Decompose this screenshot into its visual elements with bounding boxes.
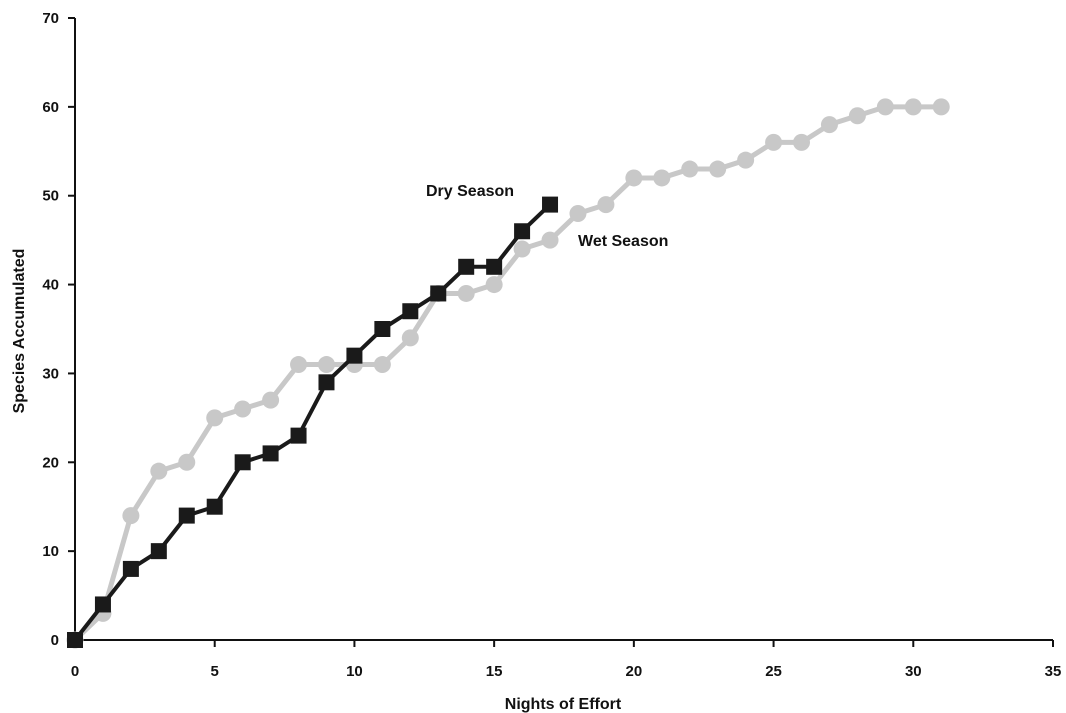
x-axis-ticks: 0 5 10 15 20 25 30 35 [71, 640, 1062, 680]
dry-season-label: Dry Season [426, 183, 514, 200]
series-layer [66, 98, 950, 649]
dry-season-point [206, 498, 223, 515]
y-tick-label: 0 [51, 632, 59, 649]
wet-season-point [457, 284, 475, 302]
dry-season-point [318, 374, 335, 391]
wet-season-point [206, 409, 224, 427]
wet-season-point [262, 391, 280, 409]
wet-season-point [122, 507, 140, 525]
y-axis-ticks: 0 10 20 30 40 50 60 70 [42, 10, 75, 649]
wet-season-point [317, 356, 335, 374]
wet-season-label: Wet Season [578, 233, 668, 250]
wet-season-point [793, 133, 811, 151]
dry-season-series [67, 196, 559, 648]
x-tick-label: 10 [346, 663, 363, 680]
wet-season-point [876, 98, 894, 116]
wet-season-point [625, 169, 643, 187]
wet-season-point [904, 98, 922, 116]
wet-season-point [681, 160, 699, 178]
dry-season-point [150, 543, 167, 560]
dry-season-point [402, 303, 419, 320]
dry-season-point [94, 596, 111, 613]
dry-season-point [67, 632, 83, 648]
y-axis-title: Species Accumulated [11, 249, 28, 414]
dry-season-line [73, 203, 552, 642]
y-tick-label: 60 [42, 99, 59, 116]
wet-season-point [234, 400, 252, 418]
wet-season-point [401, 329, 419, 347]
wet-season-series [66, 98, 950, 649]
wet-season-point [848, 107, 866, 125]
wet-season-point [709, 160, 727, 178]
wet-season-point [820, 116, 838, 134]
dry-season-point [290, 427, 307, 444]
dry-season-point [122, 560, 139, 577]
dry-season-point [514, 223, 531, 240]
dry-season-point [374, 321, 391, 337]
wet-season-point [765, 133, 783, 151]
y-tick-label: 50 [42, 188, 59, 205]
axes [74, 18, 1053, 641]
wet-season-point [653, 169, 671, 187]
wet-season-point [597, 196, 615, 214]
wet-season-point [373, 356, 391, 374]
x-tick-label: 25 [765, 663, 782, 680]
wet-season-point [932, 98, 950, 116]
wet-season-point [290, 356, 308, 374]
dry-season-point [430, 285, 447, 302]
y-tick-label: 40 [42, 277, 59, 294]
x-tick-label: 20 [626, 663, 643, 680]
dry-season-point [486, 258, 503, 275]
y-tick-label: 20 [42, 454, 59, 471]
x-tick-label: 30 [905, 663, 922, 680]
wet-season-point [737, 151, 755, 169]
dry-season-point [458, 258, 475, 275]
x-tick-label: 35 [1045, 663, 1062, 680]
wet-season-point [569, 204, 587, 222]
dry-season-point [542, 196, 559, 213]
dry-season-point [234, 454, 251, 471]
y-tick-label: 70 [42, 10, 59, 27]
y-tick-label: 10 [42, 543, 59, 560]
x-tick-label: 0 [71, 663, 79, 680]
x-tick-label: 15 [486, 663, 503, 680]
wet-season-point [513, 240, 531, 258]
dry-season-point [346, 347, 363, 364]
y-tick-label: 30 [42, 365, 59, 382]
wet-season-point [541, 231, 559, 249]
x-tick-label: 5 [211, 663, 219, 680]
wet-season-point [485, 276, 503, 294]
dry-season-point [262, 445, 279, 462]
wet-season-point [150, 462, 168, 480]
x-axis-title: Nights of Effort [505, 696, 622, 713]
wet-season-point [178, 453, 196, 471]
dry-season-point [178, 507, 195, 524]
